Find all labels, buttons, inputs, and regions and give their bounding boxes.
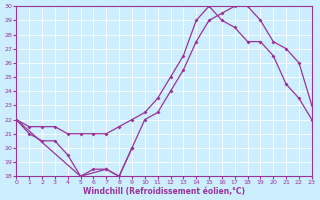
X-axis label: Windchill (Refroidissement éolien,°C): Windchill (Refroidissement éolien,°C) [83,187,245,196]
